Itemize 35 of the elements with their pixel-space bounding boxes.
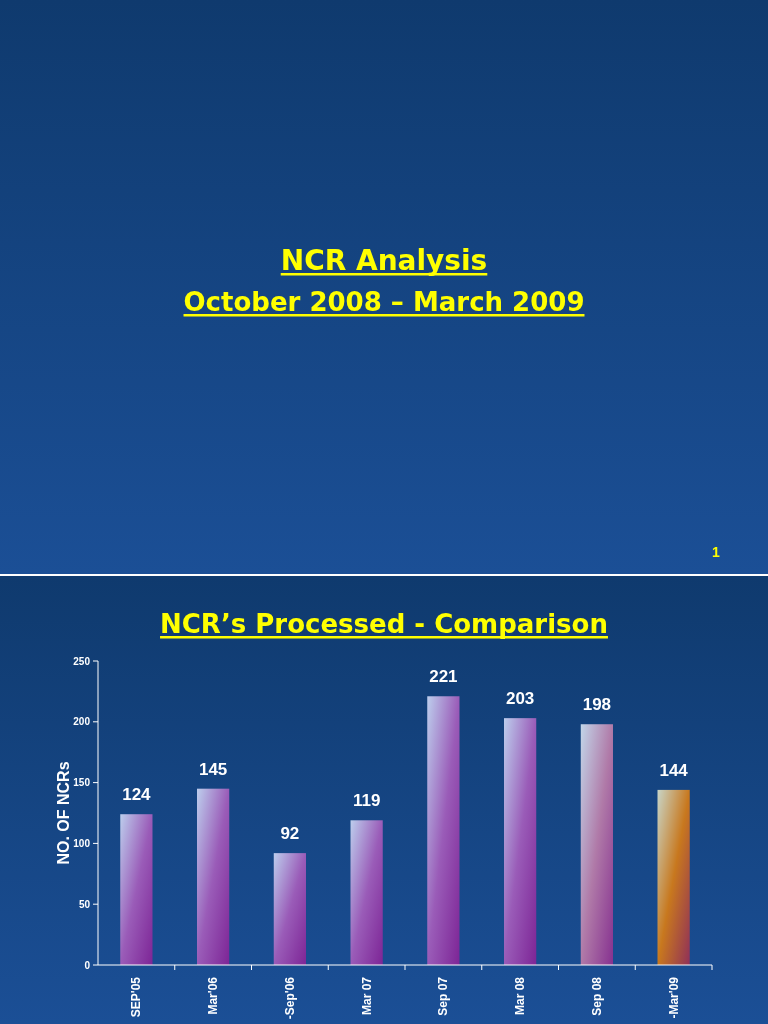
x-tick-label: Mar 08 — [513, 976, 528, 1016]
text: October 2008 – March 2009 — [183, 287, 585, 317]
bar — [120, 814, 153, 965]
data-label: 203 — [505, 689, 535, 709]
data-label: 144 — [659, 760, 689, 780]
y-tick-label: 50 — [78, 898, 91, 910]
y-tick-label: 150 — [73, 777, 91, 789]
bar — [504, 718, 537, 965]
chart-title: NCR’s Processed - Comparison — [160, 609, 608, 639]
text: NCR Analysis — [280, 244, 488, 277]
data-label: 221 — [429, 667, 458, 687]
x-tick-label: SEP'05 — [129, 976, 144, 1018]
y-tick-label: 200 — [73, 716, 91, 728]
x-tick-label: Mar'06 — [206, 976, 221, 1015]
bar — [427, 696, 460, 965]
x-tick-label: Sep 07 — [436, 976, 451, 1016]
y-tick-label: 100 — [73, 837, 91, 849]
y-axis-title: NO. OF NCRs — [55, 761, 72, 865]
bar — [197, 788, 230, 965]
x-tick-label: -Mar'09 — [666, 976, 681, 1019]
y-tick-label: 250 — [73, 655, 91, 667]
data-label: 198 — [582, 695, 612, 715]
x-tick-label: -Sep'06 — [282, 976, 297, 1020]
x-tick-label: Mar 07 — [359, 976, 374, 1016]
bar — [580, 724, 613, 965]
text: 1 — [712, 544, 721, 560]
bar — [657, 789, 690, 965]
data-label: 124 — [122, 785, 152, 805]
data-label: 119 — [352, 791, 381, 811]
x-tick-label: Sep 08 — [589, 976, 604, 1016]
bar — [350, 820, 383, 965]
data-label: 145 — [198, 759, 228, 779]
bar — [273, 853, 306, 965]
data-label: 92 — [280, 824, 300, 844]
y-tick-label: 0 — [84, 959, 91, 971]
